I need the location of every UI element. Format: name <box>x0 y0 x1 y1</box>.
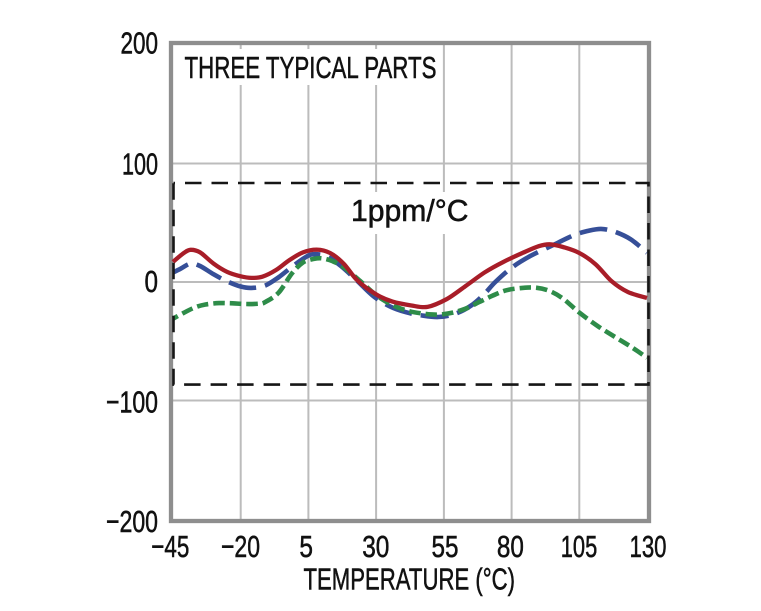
svg-text:5: 5 <box>299 529 313 564</box>
svg-text:80: 80 <box>497 529 524 564</box>
svg-text:TEMPERATURE (°C): TEMPERATURE (°C) <box>304 562 516 597</box>
svg-text:200: 200 <box>121 26 159 61</box>
svg-text:−200: −200 <box>106 504 158 539</box>
svg-text:55: 55 <box>432 529 459 564</box>
svg-text:−100: −100 <box>106 385 158 420</box>
svg-text:0: 0 <box>145 264 159 299</box>
svg-text:THREE TYPICAL PARTS: THREE TYPICAL PARTS <box>185 50 437 85</box>
svg-text:1ppm/°C: 1ppm/°C <box>351 193 469 228</box>
svg-text:130: 130 <box>630 529 667 564</box>
svg-text:−45: −45 <box>151 529 189 564</box>
svg-text:30: 30 <box>362 529 389 564</box>
svg-text:105: 105 <box>561 529 598 564</box>
svg-text:−20: −20 <box>221 529 260 564</box>
svg-text:100: 100 <box>122 146 158 181</box>
